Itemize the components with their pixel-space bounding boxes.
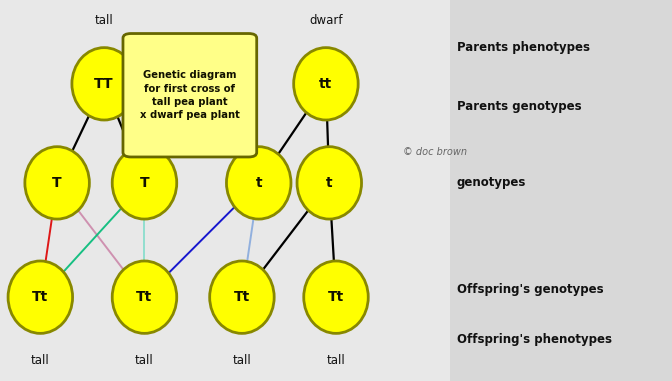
Text: Tt: Tt — [234, 290, 250, 304]
Text: TT: TT — [94, 77, 114, 91]
Ellipse shape — [294, 48, 358, 120]
Ellipse shape — [25, 147, 89, 219]
Ellipse shape — [8, 261, 73, 333]
Text: t: t — [326, 176, 333, 190]
FancyBboxPatch shape — [0, 0, 450, 381]
Ellipse shape — [210, 261, 274, 333]
Text: tall: tall — [327, 354, 345, 367]
Text: Parents genotypes: Parents genotypes — [457, 100, 581, 113]
Text: t: t — [255, 176, 262, 190]
Text: tall: tall — [233, 354, 251, 367]
Ellipse shape — [112, 147, 177, 219]
Text: Tt: Tt — [136, 290, 153, 304]
Text: genotypes: genotypes — [457, 176, 526, 189]
Text: Tt: Tt — [32, 290, 48, 304]
Text: tall: tall — [135, 354, 154, 367]
FancyBboxPatch shape — [450, 0, 672, 381]
Ellipse shape — [297, 147, 362, 219]
Text: Parents phenotypes: Parents phenotypes — [457, 41, 590, 54]
Ellipse shape — [226, 147, 291, 219]
Text: T: T — [140, 176, 149, 190]
Ellipse shape — [112, 261, 177, 333]
Text: Offspring's phenotypes: Offspring's phenotypes — [457, 333, 612, 346]
Ellipse shape — [304, 261, 368, 333]
Text: © doc brown: © doc brown — [403, 147, 467, 157]
Text: tall: tall — [95, 14, 114, 27]
Ellipse shape — [72, 48, 136, 120]
Text: Offspring's genotypes: Offspring's genotypes — [457, 283, 603, 296]
Text: tall: tall — [31, 354, 50, 367]
Text: dwarf: dwarf — [309, 14, 343, 27]
Text: Tt: Tt — [328, 290, 344, 304]
Text: Genetic diagram
for first cross of
tall pea plant
x dwarf pea plant: Genetic diagram for first cross of tall … — [140, 70, 240, 120]
FancyBboxPatch shape — [123, 34, 257, 157]
Text: T: T — [52, 176, 62, 190]
Text: tt: tt — [319, 77, 333, 91]
